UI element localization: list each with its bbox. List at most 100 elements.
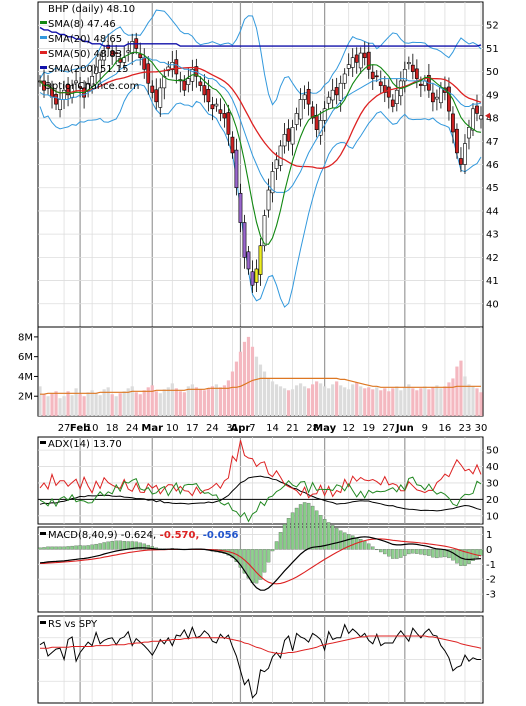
volume-bar	[290, 389, 295, 416]
macd-histogram-bar	[118, 540, 122, 550]
volume-bar	[130, 386, 134, 416]
candle-body	[258, 245, 263, 275]
candle-body	[471, 108, 475, 131]
volume-bar	[311, 384, 315, 416]
volume-bar	[455, 366, 459, 416]
macd-histogram-bar	[282, 523, 287, 550]
candle-body	[126, 50, 131, 53]
y-tick-price: 47	[486, 137, 499, 148]
candle-body	[310, 106, 315, 119]
x-tick-label: 16	[439, 423, 452, 434]
volume-bar	[222, 385, 227, 416]
candle-body	[434, 96, 439, 100]
candle-body	[94, 66, 99, 74]
candle-body	[358, 52, 363, 69]
candle-body	[463, 143, 467, 165]
macd-histogram-bar	[58, 546, 62, 550]
candle-body	[202, 85, 207, 96]
candle-body	[58, 99, 62, 111]
candle-body	[110, 50, 115, 56]
volume-bar	[226, 380, 231, 416]
legend-swatch	[40, 66, 47, 69]
bollinger-lower-band	[39, 84, 482, 308]
macd-histogram-bar	[298, 504, 303, 550]
candle-body	[370, 71, 375, 79]
volume-bar	[166, 387, 170, 416]
y-tick-macd: 0	[486, 545, 492, 556]
volume-bar	[302, 386, 307, 416]
volume-bar	[415, 390, 419, 416]
sma200-line	[39, 26, 482, 47]
volume-bar	[387, 391, 391, 416]
volume-bar	[443, 386, 447, 416]
price-legend: BHP (daily) 48.10 SMA(8) 47.46 SMA(20) 48.…	[40, 4, 139, 92]
macd-histogram-bar	[427, 549, 431, 556]
volume-bar	[323, 386, 327, 416]
candle-body	[186, 78, 191, 85]
volume-bar	[250, 346, 255, 416]
macd-histogram-bar	[451, 549, 455, 561]
macd-histogram-bar	[98, 543, 102, 550]
candle-body	[182, 80, 187, 91]
x-tick-label: 9	[422, 423, 428, 434]
macd-histogram-bar	[54, 546, 58, 550]
macd-legend-swatch	[40, 532, 46, 535]
volume-bar	[391, 388, 395, 416]
macd-histogram-bar	[407, 549, 411, 555]
candle-body	[198, 81, 203, 86]
candle-body	[142, 57, 147, 70]
volume-bar	[210, 386, 214, 416]
candle-body	[234, 149, 239, 189]
volume-bar	[367, 387, 371, 416]
macd-histogram-bar	[383, 549, 387, 555]
candle-body	[86, 82, 91, 92]
volume-bar	[106, 387, 110, 416]
volume-bar	[66, 391, 70, 416]
macd-histogram-bar	[326, 522, 331, 550]
volume-bar	[158, 393, 162, 416]
volume-bar	[379, 390, 383, 416]
x-tick-label: 10	[86, 423, 99, 434]
y-tick-price: 52	[486, 21, 499, 32]
volume-bar	[451, 378, 455, 416]
candle-body	[334, 87, 339, 96]
candle-body	[106, 44, 111, 49]
volume-bar	[319, 383, 323, 416]
macd-histogram-bar	[94, 543, 98, 550]
candle-body	[430, 92, 435, 103]
macd-histogram-bar	[102, 542, 106, 550]
candle-body	[455, 128, 459, 154]
volume-bar	[307, 388, 311, 416]
candle-body	[475, 105, 479, 114]
macd-histogram-bar	[46, 546, 50, 550]
candle-body	[467, 127, 471, 139]
x-tick-label: Mar	[141, 423, 163, 434]
candle-body	[238, 192, 243, 223]
x-tick-label: 23	[459, 423, 472, 434]
volume-bar	[150, 385, 154, 416]
x-tick-label: 19	[362, 423, 375, 434]
y-tick-macd: -1	[486, 560, 496, 571]
macd-value: -0.624,	[121, 530, 156, 541]
volume-bar	[423, 386, 427, 416]
macd-histogram-bar	[270, 549, 275, 552]
rs-legend-swatch	[40, 621, 46, 624]
vol-tick-label: 8M	[18, 332, 33, 343]
macd-histogram-bar	[362, 541, 367, 550]
candle-body	[374, 75, 379, 78]
macd-histogram-bar	[463, 549, 467, 566]
macd-histogram-bar	[294, 507, 299, 550]
volume-bar	[234, 361, 239, 416]
adx-series-line	[39, 475, 482, 512]
candle-body	[250, 271, 255, 286]
macd-histogram-bar	[106, 541, 110, 550]
volume-bar	[383, 388, 387, 416]
macd-histogram-bar	[74, 545, 78, 550]
candle-body	[246, 251, 251, 270]
candle-body	[138, 53, 143, 59]
candle-body	[406, 62, 411, 65]
candle-body	[326, 96, 331, 104]
x-tick-label: Feb	[70, 423, 90, 434]
candle-body	[174, 59, 179, 75]
